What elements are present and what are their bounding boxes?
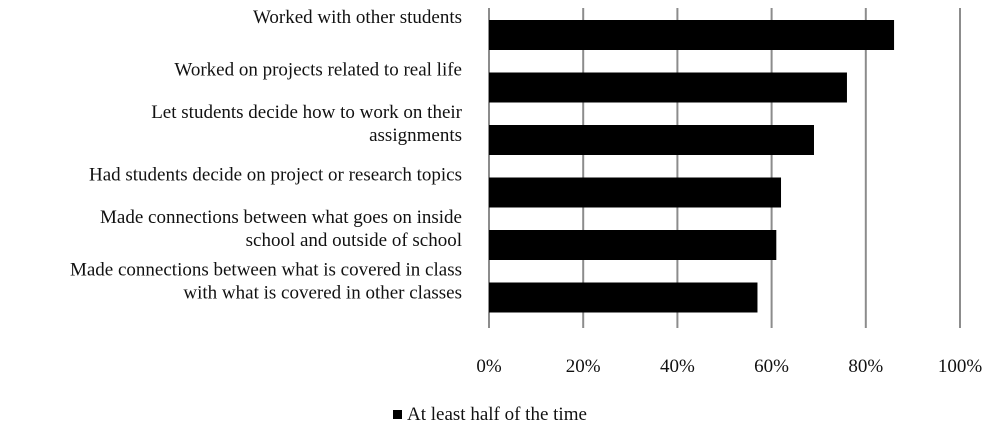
x-tick-label: 40% — [660, 356, 695, 377]
bar — [489, 282, 758, 313]
bar — [489, 72, 847, 103]
x-tick-labels: 0% 20% 40% 60% 80% 100% — [476, 356, 982, 377]
x-tick-label: 60% — [754, 356, 789, 377]
bar — [489, 20, 895, 50]
legend: At least half of the time — [393, 404, 587, 425]
bar — [489, 125, 814, 155]
x-tick-label: 100% — [938, 356, 983, 377]
category-label: Made connections between what is covered… — [70, 260, 462, 304]
bar — [489, 177, 782, 208]
category-labels: Worked with other students Worked on proj… — [70, 7, 463, 304]
category-label: Worked on projects related to real life — [174, 60, 462, 81]
bar — [489, 230, 777, 260]
category-label: Had students decide on project or resear… — [89, 165, 462, 186]
x-tick-label: 80% — [848, 356, 883, 377]
category-label: Let students decide how to work on their… — [151, 102, 462, 146]
gridlines — [488, 8, 961, 328]
category-label: Worked with other students — [253, 7, 462, 28]
x-tick-label: 20% — [566, 356, 601, 377]
category-label: Made connections between what goes on in… — [100, 207, 462, 251]
legend-swatch — [393, 410, 402, 419]
x-tick-label: 0% — [476, 356, 502, 377]
legend-label: At least half of the time — [407, 404, 587, 425]
bars — [489, 20, 895, 313]
